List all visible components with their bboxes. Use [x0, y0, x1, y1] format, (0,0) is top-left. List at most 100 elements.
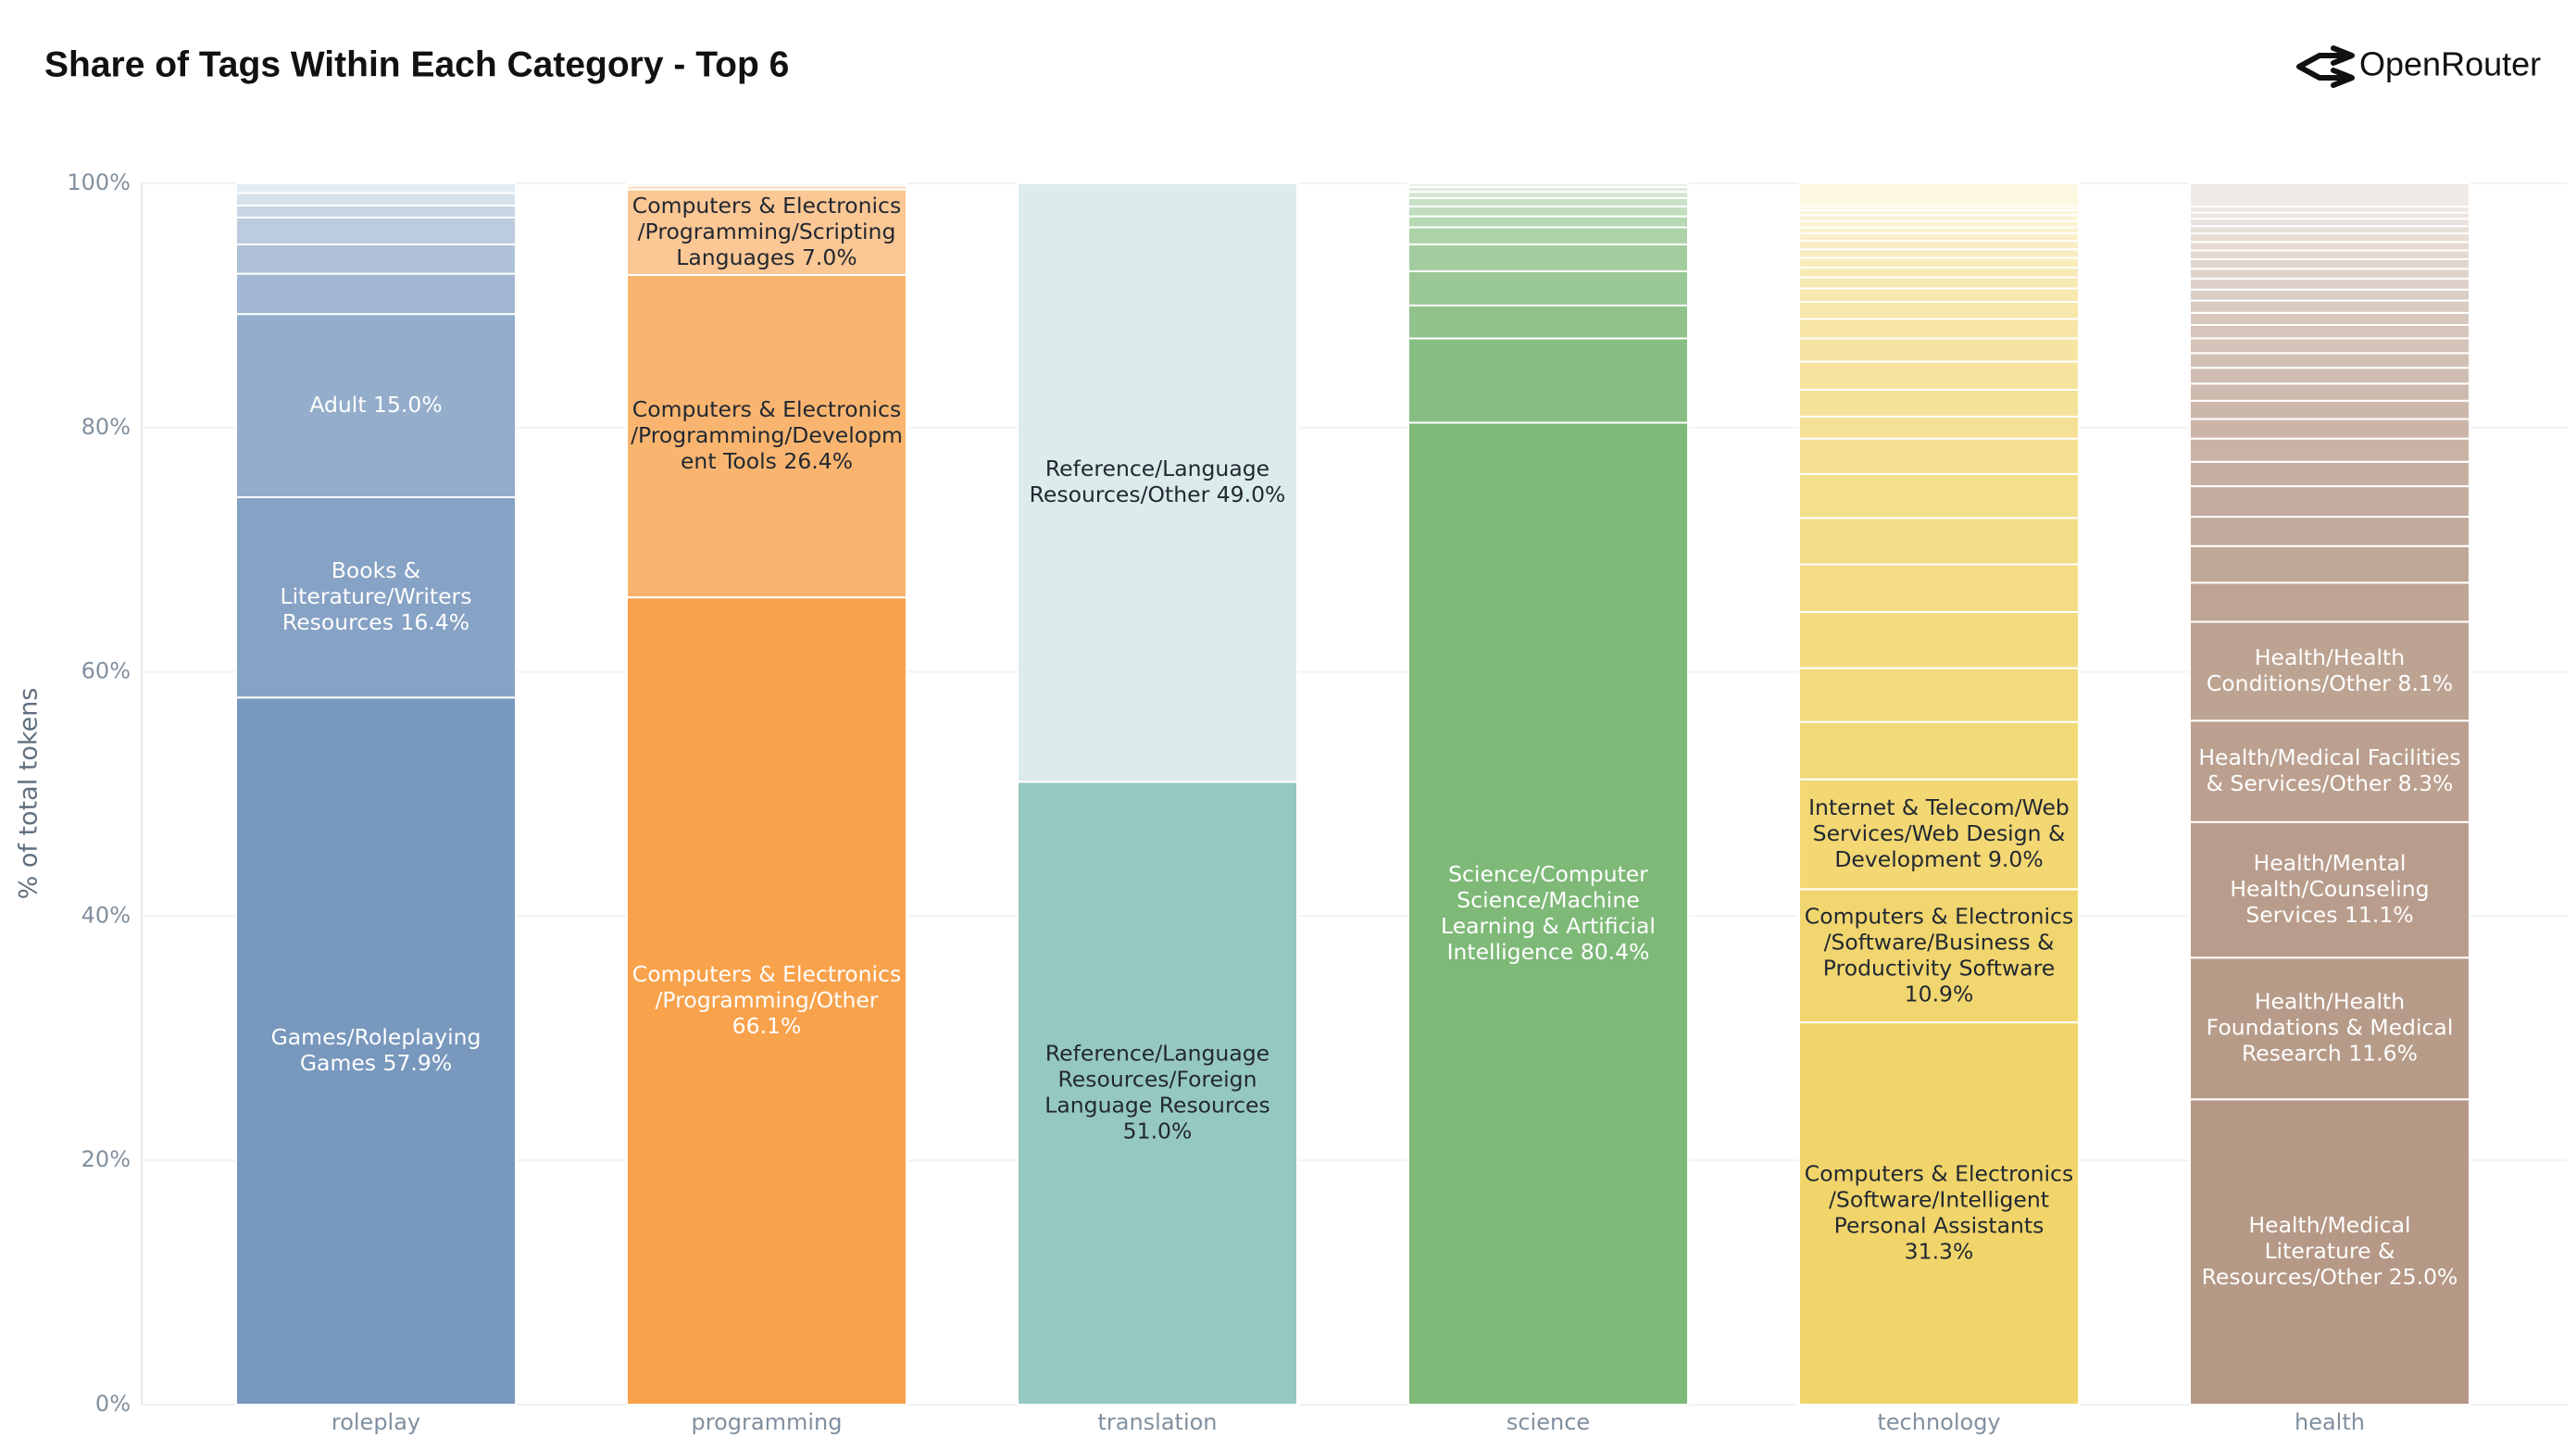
bar-segment: [1798, 256, 2080, 269]
bar-segment: [1407, 269, 1689, 306]
bar-segment: [2189, 311, 2470, 327]
bar-segment: [235, 696, 517, 1406]
segment-label: Computers & Electronics/Programming/Deve…: [631, 396, 903, 474]
x-tick-label: roleplay: [331, 1409, 420, 1435]
bar-segment: [1798, 337, 2080, 363]
segment-label: Internet & Telecom/Web Services/Web Desig…: [1808, 794, 2070, 872]
bar-segment: [2189, 268, 2470, 280]
bar-segment: [1407, 421, 1689, 1406]
bar-segment: [1798, 300, 2080, 320]
segment-label: Computers & Electronics/Software/Intelli…: [1805, 1160, 2073, 1264]
bar-segment: [235, 192, 517, 206]
bar-segment: [2189, 418, 2470, 440]
bar-segment: [626, 273, 907, 599]
x-tick-label: translation: [1097, 1409, 1217, 1435]
bar-segment: [2189, 956, 2470, 1101]
x-tick-label: technology: [1877, 1409, 2000, 1435]
brand-name: OpenRouter: [2359, 45, 2541, 83]
bar-segment: [2189, 249, 2470, 260]
y-tick-label: 40%: [81, 902, 131, 928]
segment-label: Games/Roleplaying Games 57.9%: [271, 1024, 481, 1076]
bar-segment: [1798, 1021, 2080, 1406]
bar-segment: [235, 216, 517, 245]
segment-label: Computers & Electronics/Software/Busines…: [1805, 903, 2073, 1006]
bar-segment: [1798, 239, 2080, 251]
bar-segment: [1798, 437, 2080, 475]
x-tick-label: science: [1507, 1409, 1590, 1435]
y-tick-label: 100%: [67, 169, 131, 195]
bar-segment: [626, 188, 907, 276]
segment-label: Books & Literature/Writers Resources 16.4%: [281, 557, 472, 635]
bar-segment: [2189, 516, 2470, 547]
bar-segment: [2189, 277, 2470, 291]
segment-label: Reference/Language Resources/Foreign Langu…: [1044, 1040, 1269, 1144]
bar-segment: [2189, 225, 2470, 235]
bar-segment: [2189, 241, 2470, 252]
bar-segment: [1798, 276, 2080, 290]
bar-segment: [1798, 318, 2080, 340]
bar-segment: [1017, 781, 1298, 1406]
bar-segment: [1798, 388, 2080, 418]
bar-segment: [235, 272, 517, 316]
bar-segment: [1798, 517, 2080, 566]
bar-segment: [2189, 620, 2470, 722]
segment-label: Health/Medical Facilities & Services/Othe…: [2198, 744, 2460, 796]
bar-segment: [1407, 243, 1689, 272]
bar-segment: [1798, 360, 2080, 391]
segment-label: Reference/Language Resources/Other 49.0%: [1030, 456, 1286, 507]
bar-segment: [2189, 437, 2470, 463]
segment-label: Health/Mental Health/Counseling Services 1…: [2230, 850, 2429, 928]
brand-logo: [2296, 45, 2355, 88]
bar-segment: [2189, 544, 2470, 584]
bar-segment: [2189, 182, 2470, 208]
bar-segment: [1407, 226, 1689, 245]
bar-segment: [2189, 367, 2470, 385]
bar-segment: [2189, 324, 2470, 340]
bar-segment: [235, 495, 517, 699]
y-tick-label: 60%: [81, 658, 131, 684]
bar-segment: [1798, 720, 2080, 781]
bar-segment: [235, 182, 517, 194]
y-tick-label: 20%: [81, 1146, 131, 1172]
bar-segment: [1407, 337, 1689, 424]
bar-segment: [2189, 288, 2470, 302]
bar-segment: [1017, 182, 1298, 783]
bar-segment: [1798, 888, 2080, 1024]
bar-segment: [626, 182, 907, 187]
bar-segment: [2189, 382, 2470, 402]
segment-label: Computers & Electronics/Programming/Scri…: [632, 192, 901, 269]
bar-segment: [2189, 337, 2470, 355]
bar-segment: [1798, 232, 2080, 242]
y-axis-label: % of total tokens: [15, 688, 44, 900]
segment-label: Health/Health Foundations & Medical Resear…: [2207, 988, 2454, 1066]
bar-segment: [1798, 667, 2080, 723]
segment-label: Health/Medical Literature & Resources/Othe…: [2202, 1212, 2458, 1290]
y-tick-label: 80%: [81, 414, 131, 440]
bar-segment: [1798, 287, 2080, 303]
segment-label: Computers & Electronics/Programming/Othe…: [632, 961, 901, 1039]
bar-segment: [2189, 218, 2470, 228]
bar-segment: [1798, 563, 2080, 613]
bar-segment: [2189, 581, 2470, 623]
bar-segment: [2189, 820, 2470, 959]
bar-segment: [2189, 299, 2470, 314]
bar-segment: [626, 596, 907, 1406]
segment-label: Health/Health Conditions/Other 8.1%: [2207, 644, 2453, 695]
bar-segment: [1407, 206, 1689, 218]
bar-segment: [1407, 304, 1689, 340]
x-tick-label: programming: [692, 1409, 843, 1435]
bar-segment: [2189, 485, 2470, 519]
bar-segment: [235, 313, 517, 498]
bar-segment: [2189, 399, 2470, 420]
bar-segment: [1798, 182, 2080, 208]
bar-segment: [2189, 232, 2470, 244]
bar-segment: [1798, 248, 2080, 259]
bar-segment: [235, 204, 517, 219]
bar-segment: [2189, 1098, 2470, 1406]
bar-segment: [1407, 182, 1689, 188]
bar-segment: [1407, 215, 1689, 229]
bar-segment: [1798, 778, 2080, 891]
bar-segment: [1407, 196, 1689, 208]
bar-segment: [2189, 460, 2470, 488]
